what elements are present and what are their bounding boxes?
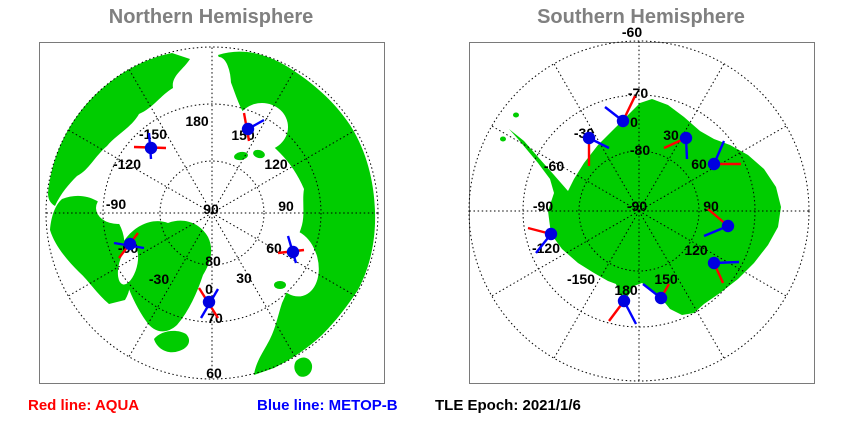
- longitude-label: 90: [278, 198, 294, 214]
- latitude-label: 70: [207, 310, 223, 326]
- satellite-marker: [707, 140, 741, 171]
- satellite-marker: [527, 226, 558, 254]
- satellite-dot: [144, 141, 158, 155]
- latitude-circle: [159, 160, 265, 266]
- satellite-dot: [286, 245, 300, 259]
- island: [274, 281, 286, 289]
- sea-patch: [269, 229, 319, 297]
- meridian-line: [67, 129, 213, 214]
- latitude-circle: [578, 150, 700, 272]
- sea-patch: [117, 245, 139, 285]
- latitude-label: 80: [205, 253, 221, 269]
- labels-layer: -60 -70 -80 -90 0 30 60 90 120 150 180 -150 -120 -90 -…: [532, 24, 719, 298]
- map-north-svg: 90807060180-150-120-90-60-30030609012015…: [45, 46, 379, 381]
- map-title-north: Northern Hemisphere: [108, 6, 314, 28]
- sea-patch: [207, 57, 231, 113]
- longitude-label: -120: [113, 156, 141, 172]
- satellite-marker: [133, 132, 167, 160]
- longitude-label: -150: [567, 271, 595, 287]
- longitude-label: 90: [703, 198, 719, 214]
- satellite-marker: [582, 131, 610, 166]
- satellite-marker: [707, 256, 740, 284]
- satellite-dot: [616, 114, 630, 128]
- satellite-dot: [544, 227, 558, 241]
- legend-red-line-aqua: Red line: AQUA: [28, 397, 140, 414]
- longitude-label: 30: [663, 127, 679, 143]
- latitude-label: 60: [206, 365, 222, 381]
- longitude-label: -30: [149, 271, 169, 287]
- satellite-dot: [679, 131, 693, 145]
- meridian-line: [67, 212, 213, 297]
- meridian-line: [211, 212, 296, 358]
- latitude-circle: [102, 103, 322, 323]
- satellite-dot: [707, 157, 721, 171]
- satellite-marker: [241, 112, 265, 142]
- legend-tle-epoch: TLE Epoch: 2021/1/6: [435, 397, 581, 414]
- landmass: [294, 357, 313, 377]
- latitude-label: -80: [630, 142, 650, 158]
- latitude-circle: [468, 40, 810, 382]
- landmass: [154, 330, 190, 353]
- graticule-layer: [45, 46, 379, 380]
- satellite-marker: [113, 232, 145, 259]
- sea-patch: [96, 192, 140, 224]
- meridian-line: [211, 212, 357, 297]
- island: [500, 136, 506, 142]
- island: [234, 151, 248, 161]
- longitude-label: -60: [544, 158, 564, 174]
- meridian-line: [128, 212, 213, 358]
- longitude-label: 60: [691, 156, 707, 172]
- satellite-dot: [123, 237, 137, 251]
- satellite-dot: [721, 219, 735, 233]
- latitude-circle: [45, 46, 379, 380]
- satellite-dot: [241, 122, 255, 136]
- satellite-marker: [197, 287, 220, 319]
- satellite-dot: [617, 294, 631, 308]
- latitude-label: -60: [622, 24, 642, 40]
- island: [253, 149, 265, 159]
- longitude-label: -120: [532, 240, 560, 256]
- meridian-line: [211, 68, 296, 214]
- longitude-label: -150: [139, 126, 167, 142]
- satellite-marker: [703, 208, 735, 238]
- satellite-marker: [604, 95, 637, 128]
- meridian-line: [128, 68, 213, 214]
- satellite-markers-layer: [527, 95, 741, 325]
- meridian-line: [211, 129, 357, 214]
- longitude-label: 120: [684, 242, 708, 258]
- satellite-dot: [202, 295, 216, 309]
- longitude-label: -90: [106, 196, 126, 212]
- latitude-label: -90: [627, 198, 647, 214]
- landmass: [218, 51, 376, 376]
- longitude-label: -90: [533, 198, 553, 214]
- latitude-label: -70: [628, 85, 648, 101]
- longitude-label: 150: [654, 271, 678, 287]
- satellite-marker: [642, 283, 671, 305]
- legend-blue-line-metopb: Blue line: METOP-B: [257, 397, 398, 414]
- satellite-marker: [608, 294, 638, 325]
- map-south-svg: -60 -70 -80 -90 0 30 60 90 120 150 180 -150 -120 -90 -…: [468, 24, 810, 382]
- satellite-markers-layer: [113, 112, 305, 319]
- longitude-label: 180: [614, 282, 638, 298]
- labels-layer: 90807060180-150-120-90-60-30030609012015…: [106, 113, 294, 381]
- graticule-layer: [468, 40, 810, 382]
- longitude-label: 180: [185, 113, 209, 129]
- landmass: [48, 53, 190, 206]
- satellite-marker: [277, 235, 305, 264]
- map-north-plot: 90807060180-150-120-90-60-30030609012015…: [39, 42, 385, 384]
- latitude-label: 90: [203, 201, 219, 217]
- map-south-plot: -60 -70 -80 -90 0 30 60 90 120 150 180 -150 -120 -90 -…: [468, 24, 815, 384]
- island: [513, 112, 519, 118]
- longitude-label: 30: [236, 270, 252, 286]
- map-title-south: Southern Hemisphere: [537, 6, 745, 28]
- satellite-dot: [707, 256, 721, 270]
- longitude-label: 0: [630, 114, 638, 130]
- satellite-dot: [582, 131, 596, 145]
- satellite-dot: [654, 291, 668, 305]
- satellite-marker: [663, 131, 693, 160]
- longitude-label: 0: [205, 281, 213, 297]
- longitude-label: 120: [264, 156, 288, 172]
